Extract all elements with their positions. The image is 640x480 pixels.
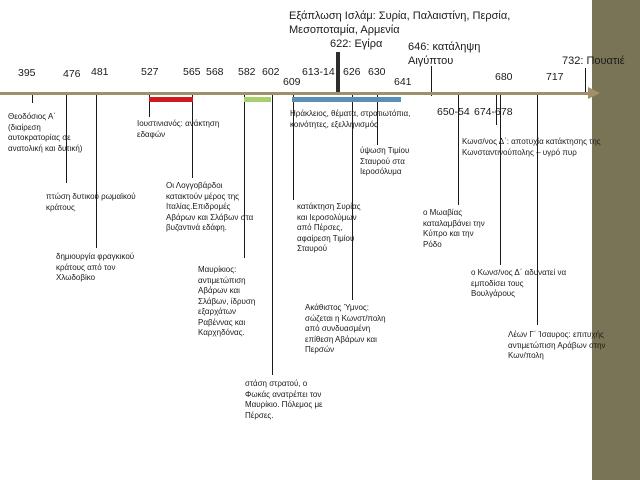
- decorative-sidebar: [592, 0, 640, 480]
- connector-395: [32, 95, 33, 103]
- justinian-bar: [149, 97, 193, 102]
- connector-680: [500, 95, 501, 265]
- connector-732: [585, 68, 586, 92]
- year-609: 609: [283, 76, 301, 88]
- timeline-axis: [0, 92, 594, 95]
- year-680: 680: [495, 71, 513, 83]
- timeline-arrowhead: [588, 87, 600, 99]
- heraclius-note: Ηράκλειος, θέματα, στρατιωτόπια, κοινότη…: [290, 109, 411, 129]
- muawiya-note: ο Μωαβίας καταλαμβάνει την Κύπρο και την…: [423, 208, 485, 249]
- akathist-note: Ακάθιστος Ύμνος: σώζεται η Κωνστ/πολη απ…: [305, 303, 386, 354]
- connector-527: [149, 95, 150, 117]
- year-582: 582: [238, 66, 256, 78]
- theodosius-note: Θεοδόσιος Α΄ (διαίρεση αυτοκρατορίας σε …: [8, 112, 83, 153]
- constantine4-note: Κωνσ/νος Δ΄: αποτυχία κατάκτησης της Κων…: [462, 137, 601, 157]
- maurice-note: Μαυρίκιος: αντιμετώπιση Αβάρων και Σλάβω…: [198, 265, 256, 337]
- hijra-heading: 622: Εγίρα: [330, 38, 383, 50]
- year-395: 395: [18, 67, 36, 79]
- islam-expansion-heading: Εξάπλωση Ισλάμ: Συρία, Παλαιστίνη, Περσί…: [289, 10, 511, 36]
- year-717: 717: [546, 71, 564, 83]
- lombards-note: Οι Λογγοβάρδοι κατακτούν μέρος της Ιταλί…: [166, 181, 254, 232]
- frankish-note: δημιουργία φραγκικού κράτους από τον Χλω…: [56, 252, 135, 282]
- justinian-note: Ιουστινιανός: ανάκτηση εδαφών: [137, 119, 220, 139]
- connector-602: [272, 95, 273, 375]
- year-565: 565: [183, 66, 201, 78]
- connector-650: [458, 95, 459, 205]
- connector-674: [496, 95, 497, 125]
- egypt-heading: 646: κατάληψη Αιγύπτου: [408, 41, 481, 67]
- connector-582: [244, 95, 245, 258]
- connector-717: [537, 95, 538, 325]
- maurice-bar: [244, 97, 271, 102]
- connector-476: [66, 95, 67, 183]
- connector-613: [293, 95, 294, 200]
- fall-west-note: πτώση δυτικού ρωμαϊκού κράτους: [46, 192, 136, 212]
- year-527: 527: [141, 66, 159, 78]
- heraclius-bar: [292, 97, 401, 102]
- connector-646: [431, 66, 432, 96]
- year-481: 481: [91, 66, 109, 78]
- connector-565: [192, 95, 193, 178]
- year-626: 626: [343, 66, 361, 78]
- year-602: 602: [262, 66, 280, 78]
- poitiers-heading: 732: Πουατιέ: [562, 55, 625, 67]
- year-630: 630: [368, 66, 386, 78]
- phocas-note: στάση στρατού, ο Φωκάς ανατρέπει τον Μαυ…: [245, 379, 323, 420]
- year-476: 476: [63, 68, 81, 80]
- year-568: 568: [206, 66, 224, 78]
- connector-481: [96, 95, 97, 248]
- year-674: 674-678: [474, 106, 513, 118]
- hijra-marker: [336, 52, 340, 94]
- connector-630: [377, 95, 378, 145]
- constantine4b-note: ο Κωνσ/νος Δ΄ αδυνατεί να εμποδίσει τους…: [471, 268, 567, 298]
- leo3-note: Λέων Γ΄ Ίσαυρος: επιτυχής αντιμετώπιση Α…: [508, 330, 606, 360]
- year-641: 641: [394, 76, 412, 88]
- holy-cross-note: ύψωση Τιμίου Σταυρού στα Ιεροσόλυμα: [360, 146, 410, 176]
- year-650: 650-54: [437, 106, 470, 118]
- connector-626: [352, 95, 353, 300]
- year-613: 613-14: [302, 66, 335, 78]
- persian-conquest-note: κατάκτηση Συρίας και Ιεροσολύμων από Πέρ…: [297, 202, 361, 253]
